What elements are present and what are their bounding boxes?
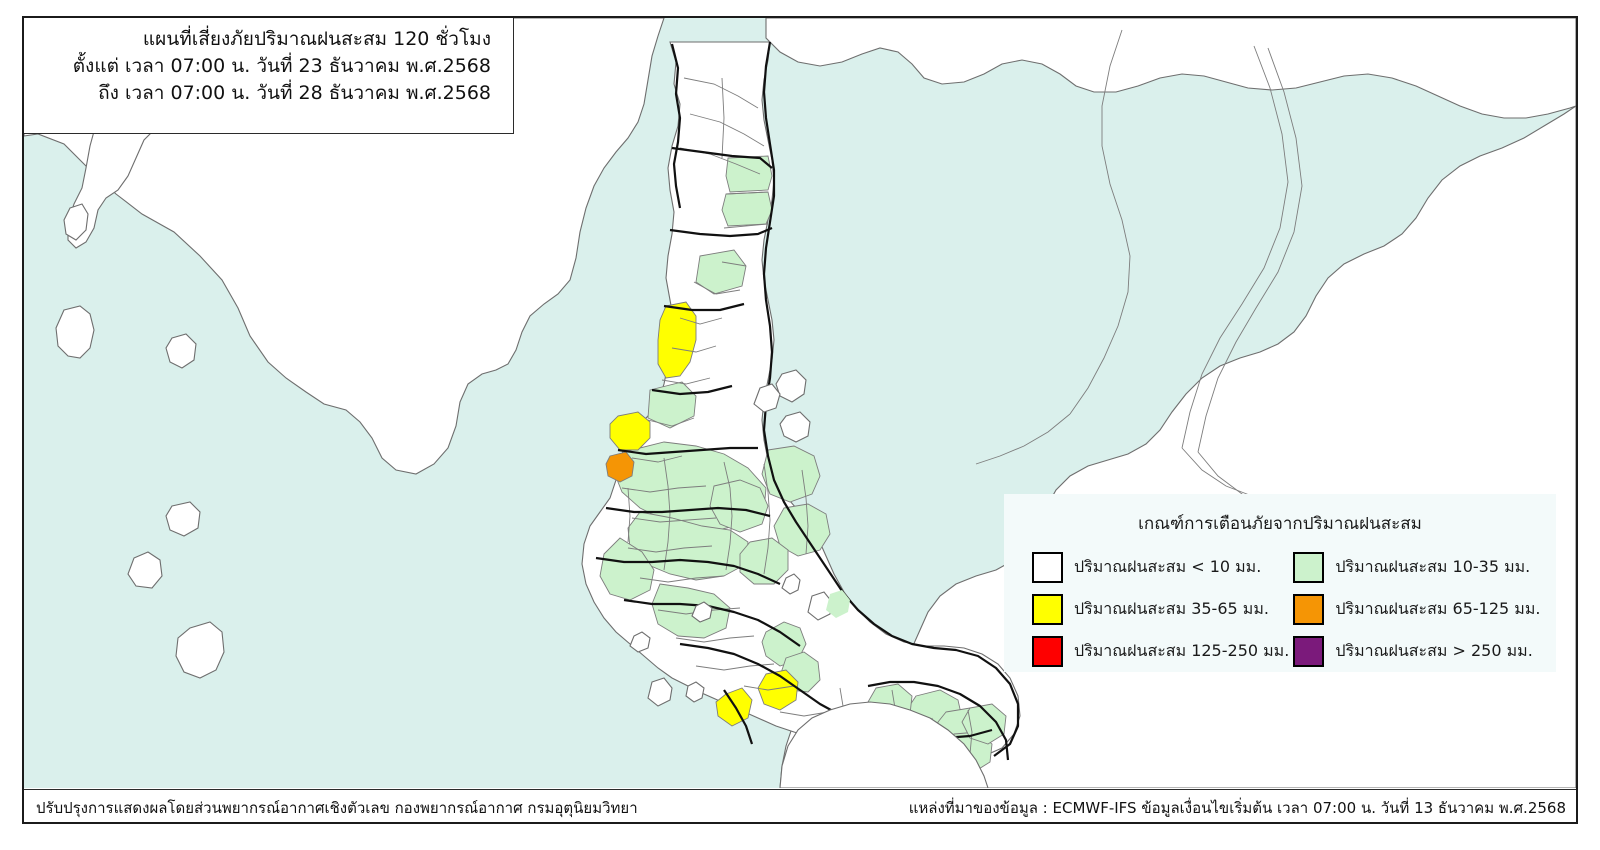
legend-item-125-250[interactable]: ปริมาณฝนสะสม 125-250 มม. — [1032, 631, 1289, 671]
map-title-box: แผนที่เสี่ยงภัยปริมาณฝนสะสม 120 ชั่วโมง … — [24, 18, 514, 134]
legend-item-35-65[interactable]: ปริมาณฝนสะสม 35-65 มม. — [1032, 589, 1289, 629]
legend-swatch-gt-250 — [1293, 635, 1325, 667]
legend-item-10-35[interactable]: ปริมาณฝนสะสม 10-35 มม. — [1293, 547, 1542, 587]
legend-item-lt-10[interactable]: ปริมาณฝนสะสม < 10 มม. — [1032, 547, 1289, 587]
gulf-islands — [629, 369, 850, 707]
legend-item-65-125[interactable]: ปริมาณฝนสะสม 65-125 มม. — [1293, 589, 1542, 629]
legend-label-lt-10: ปริมาณฝนสะสม < 10 มม. — [1074, 556, 1262, 576]
legend-label-10-35: ปริมาณฝนสะสม 10-35 มม. — [1335, 556, 1531, 576]
region-boundaries — [595, 43, 1010, 761]
legend-title: เกณฑ์การเตือนภัยจากปริมาณฝนสะสม — [1138, 514, 1422, 534]
landmass-malaysia-south — [779, 701, 989, 788]
legend-label-125-250: ปริมาณฝนสะสม 125-250 มม. — [1074, 640, 1290, 660]
legend-label-65-125: ปริมาณฝนสะสม 65-125 มม. — [1335, 598, 1541, 618]
peninsula-coastline — [762, 41, 1020, 757]
legend-swatch-lt-10 — [1032, 551, 1063, 583]
footer-bar: ปรับปรุงการแสดงผลโดยส่วนพยากรณ์อากาศเชิง… — [24, 789, 1576, 822]
map-panel[interactable]: .land { fill:#ffffff; stroke:#6e6e6e; st… — [24, 18, 1576, 788]
legend-label-gt-250: ปริมาณฝนสะสม > 250 มม. — [1335, 640, 1533, 660]
legend-swatch-125-250 — [1032, 635, 1063, 667]
title-line-3: ถึง เวลา 07:00 น. วันที่ 28 ธันวาคม พ.ศ.… — [98, 81, 491, 104]
legend-swatch-35-65 — [1032, 593, 1063, 625]
title-line-2: ตั้งแต่ เวลา 07:00 น. วันที่ 23 ธันวาคม … — [72, 54, 491, 77]
legend-item-gt-250[interactable]: ปริมาณฝนสะสม > 250 มม. — [1293, 631, 1542, 671]
legend-swatch-65-125 — [1293, 593, 1325, 625]
provinces-rain-35-65[interactable] — [609, 301, 799, 727]
legend-label-35-65: ปริมาณฝนสะสม 35-65 มม. — [1074, 598, 1269, 618]
footer-credit-text: ปรับปรุงการแสดงผลโดยส่วนพยากรณ์อากาศเชิง… — [36, 799, 638, 817]
legend-swatch-10-35 — [1293, 551, 1325, 583]
legend-box: เกณฑ์การเตือนภัยจากปริมาณฝนสะสม ปริมาณฝน… — [1004, 494, 1556, 672]
footer-source-text: แหล่งที่มาของข้อมูล : ECMWF-IFS ข้อมูลเง… — [908, 799, 1566, 817]
provinces-rain-65-125[interactable] — [605, 451, 635, 483]
legend-grid: ปริมาณฝนสะสม < 10 มม. ปริมาณฝนสะสม 10-35… — [1018, 547, 1542, 671]
title-line-1: แผนที่เสี่ยงภัยปริมาณฝนสะสม 120 ชั่วโมง — [142, 28, 491, 50]
